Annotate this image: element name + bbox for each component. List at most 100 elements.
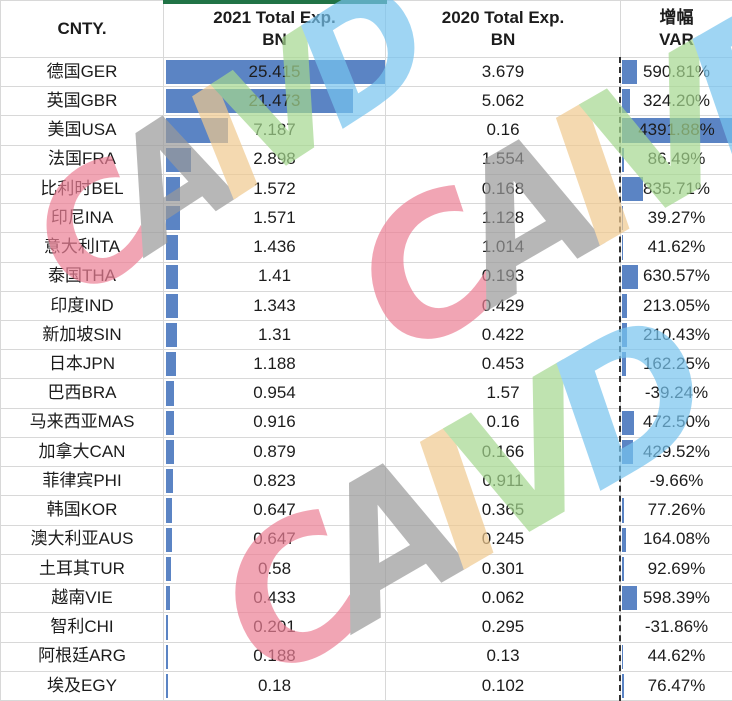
cell-country[interactable]: 印度IND	[1, 291, 164, 322]
cell-exp2021[interactable]: 1.41	[164, 262, 386, 292]
cell-exp2021[interactable]: 1.571	[164, 204, 386, 234]
cell-value: 0.16	[486, 120, 520, 140]
cell-country[interactable]: 泰国THA	[1, 262, 164, 292]
cell-exp2020[interactable]: 0.16	[386, 408, 621, 438]
cell-exp2021[interactable]: 21.473	[164, 87, 386, 117]
header-2020-total-exp[interactable]: 2020 Total Exp. BN	[386, 1, 621, 58]
cell-exp2021[interactable]: 0.58	[164, 554, 386, 585]
cell-var[interactable]: 86.49%	[621, 145, 732, 175]
cell-exp2021[interactable]: 1.31	[164, 321, 386, 351]
cell-country[interactable]: 土耳其TUR	[1, 554, 164, 585]
cell-exp2020[interactable]: 0.295	[386, 613, 621, 643]
cell-var[interactable]: 429.52%	[621, 437, 732, 468]
cell-var[interactable]: 76.47%	[621, 671, 732, 701]
cell-var[interactable]: 630.57%	[621, 262, 732, 292]
cell-var[interactable]: 92.69%	[621, 554, 732, 585]
cell-value: 5.062	[481, 90, 525, 110]
cell-exp2020[interactable]: 0.102	[386, 671, 621, 701]
cell-country[interactable]: 意大利ITA	[1, 233, 164, 263]
cell-var[interactable]: 213.05%	[621, 291, 732, 322]
cell-country[interactable]: 法国FRA	[1, 145, 164, 175]
cell-country[interactable]: 巴西BRA	[1, 379, 164, 409]
cell-country[interactable]: 菲律宾PHI	[1, 467, 164, 497]
databar-exp2021	[166, 410, 174, 435]
cell-value: 0.911	[482, 470, 524, 490]
cell-exp2020[interactable]: 0.062	[386, 584, 621, 614]
cell-var[interactable]: -9.66%	[621, 467, 732, 497]
cell-exp2021[interactable]: 2.898	[164, 145, 386, 175]
cell-var[interactable]: 210.43%	[621, 321, 732, 351]
cell-country[interactable]: 美国USA	[1, 116, 164, 146]
cell-var[interactable]: 164.08%	[621, 525, 732, 555]
cell-exp2021[interactable]: 0.879	[164, 437, 386, 468]
cell-exp2020[interactable]: 0.193	[386, 262, 621, 292]
cell-exp2020[interactable]: 0.453	[386, 350, 621, 380]
cell-exp2020[interactable]: 0.16	[386, 116, 621, 146]
cell-exp2020[interactable]: 0.911	[386, 467, 621, 497]
cell-var[interactable]: -31.86%	[621, 613, 732, 643]
cell-var[interactable]: 41.62%	[621, 233, 732, 263]
cell-exp2020[interactable]: 1.554	[386, 145, 621, 175]
cell-country[interactable]: 马来西亚MAS	[1, 408, 164, 438]
cell-exp2021[interactable]: 7.187	[164, 116, 386, 146]
cell-exp2021[interactable]: 0.433	[164, 584, 386, 614]
cell-exp2021[interactable]: 0.201	[164, 613, 386, 643]
cell-country[interactable]: 印尼INA	[1, 204, 164, 234]
cell-exp2021[interactable]: 1.572	[164, 174, 386, 205]
cell-value: 2.898	[253, 149, 296, 169]
cell-exp2021[interactable]: 0.647	[164, 525, 386, 555]
cell-exp2021[interactable]: 0.647	[164, 496, 386, 526]
cell-exp2020[interactable]: 0.301	[386, 554, 621, 585]
cell-var[interactable]: 162.25%	[621, 350, 732, 380]
cell-exp2020[interactable]: 1.014	[386, 233, 621, 263]
cell-exp2021[interactable]: 0.916	[164, 408, 386, 438]
header-var[interactable]: 增幅 VAR	[621, 1, 732, 58]
cell-exp2020[interactable]: 5.062	[386, 87, 621, 117]
cell-country[interactable]: 加拿大CAN	[1, 437, 164, 468]
cell-exp2021[interactable]: 0.954	[164, 379, 386, 409]
cell-var[interactable]: 77.26%	[621, 496, 732, 526]
cell-exp2020[interactable]: 0.422	[386, 321, 621, 351]
cell-var[interactable]: 44.62%	[621, 642, 732, 672]
cell-var[interactable]: 598.39%	[621, 584, 732, 614]
cell-country[interactable]: 埃及EGY	[1, 671, 164, 701]
cell-var[interactable]: 39.27%	[621, 204, 732, 234]
cell-country[interactable]: 智利CHI	[1, 613, 164, 643]
cell-exp2020[interactable]: 1.128	[386, 204, 621, 234]
cell-exp2020[interactable]: 0.245	[386, 525, 621, 555]
header-cnty[interactable]: CNTY.	[1, 1, 164, 58]
cell-country[interactable]: 澳大利亚AUS	[1, 525, 164, 555]
cell-exp2021[interactable]: 0.823	[164, 467, 386, 497]
cell-country[interactable]: 阿根廷ARG	[1, 642, 164, 672]
cell-exp2020[interactable]: 3.679	[386, 58, 621, 88]
cell-var[interactable]: 4391.88%	[621, 116, 732, 146]
databar-exp2021	[166, 556, 172, 582]
cell-country[interactable]: 韩国KOR	[1, 496, 164, 526]
header-2021-total-exp[interactable]: 2021 Total Exp. BN	[164, 1, 386, 58]
cell-exp2020[interactable]: 0.365	[386, 496, 621, 526]
cell-var[interactable]: 835.71%	[621, 174, 732, 205]
cell-country[interactable]: 日本JPN	[1, 350, 164, 380]
cell-var[interactable]: 590.81%	[621, 58, 732, 88]
cell-country[interactable]: 越南VIE	[1, 584, 164, 614]
cell-country[interactable]: 德国GER	[1, 58, 164, 88]
cell-country[interactable]: 比利时BEL	[1, 174, 164, 205]
cell-country[interactable]: 英国GBR	[1, 87, 164, 117]
cell-exp2020[interactable]: 0.429	[386, 291, 621, 322]
cell-country[interactable]: 新加坡SIN	[1, 321, 164, 351]
cell-exp2020[interactable]: 0.166	[386, 437, 621, 468]
cell-var[interactable]: -39.24%	[621, 379, 732, 409]
databar-exp2021	[166, 89, 353, 114]
cell-exp2020[interactable]: 0.168	[386, 174, 621, 205]
cell-exp2021[interactable]: 1.436	[164, 233, 386, 263]
cell-exp2021[interactable]: 1.188	[164, 350, 386, 380]
cell-value: -39.24%	[644, 383, 709, 403]
cell-var[interactable]: 472.50%	[621, 408, 732, 438]
cell-exp2021[interactable]: 25.415	[164, 58, 386, 88]
cell-exp2020[interactable]: 1.57	[386, 379, 621, 409]
cell-var[interactable]: 324.20%	[621, 87, 732, 117]
cell-exp2020[interactable]: 0.13	[386, 642, 621, 672]
cell-exp2021[interactable]: 0.18	[164, 671, 386, 701]
cell-exp2021[interactable]: 0.188	[164, 642, 386, 672]
cell-exp2021[interactable]: 1.343	[164, 291, 386, 322]
